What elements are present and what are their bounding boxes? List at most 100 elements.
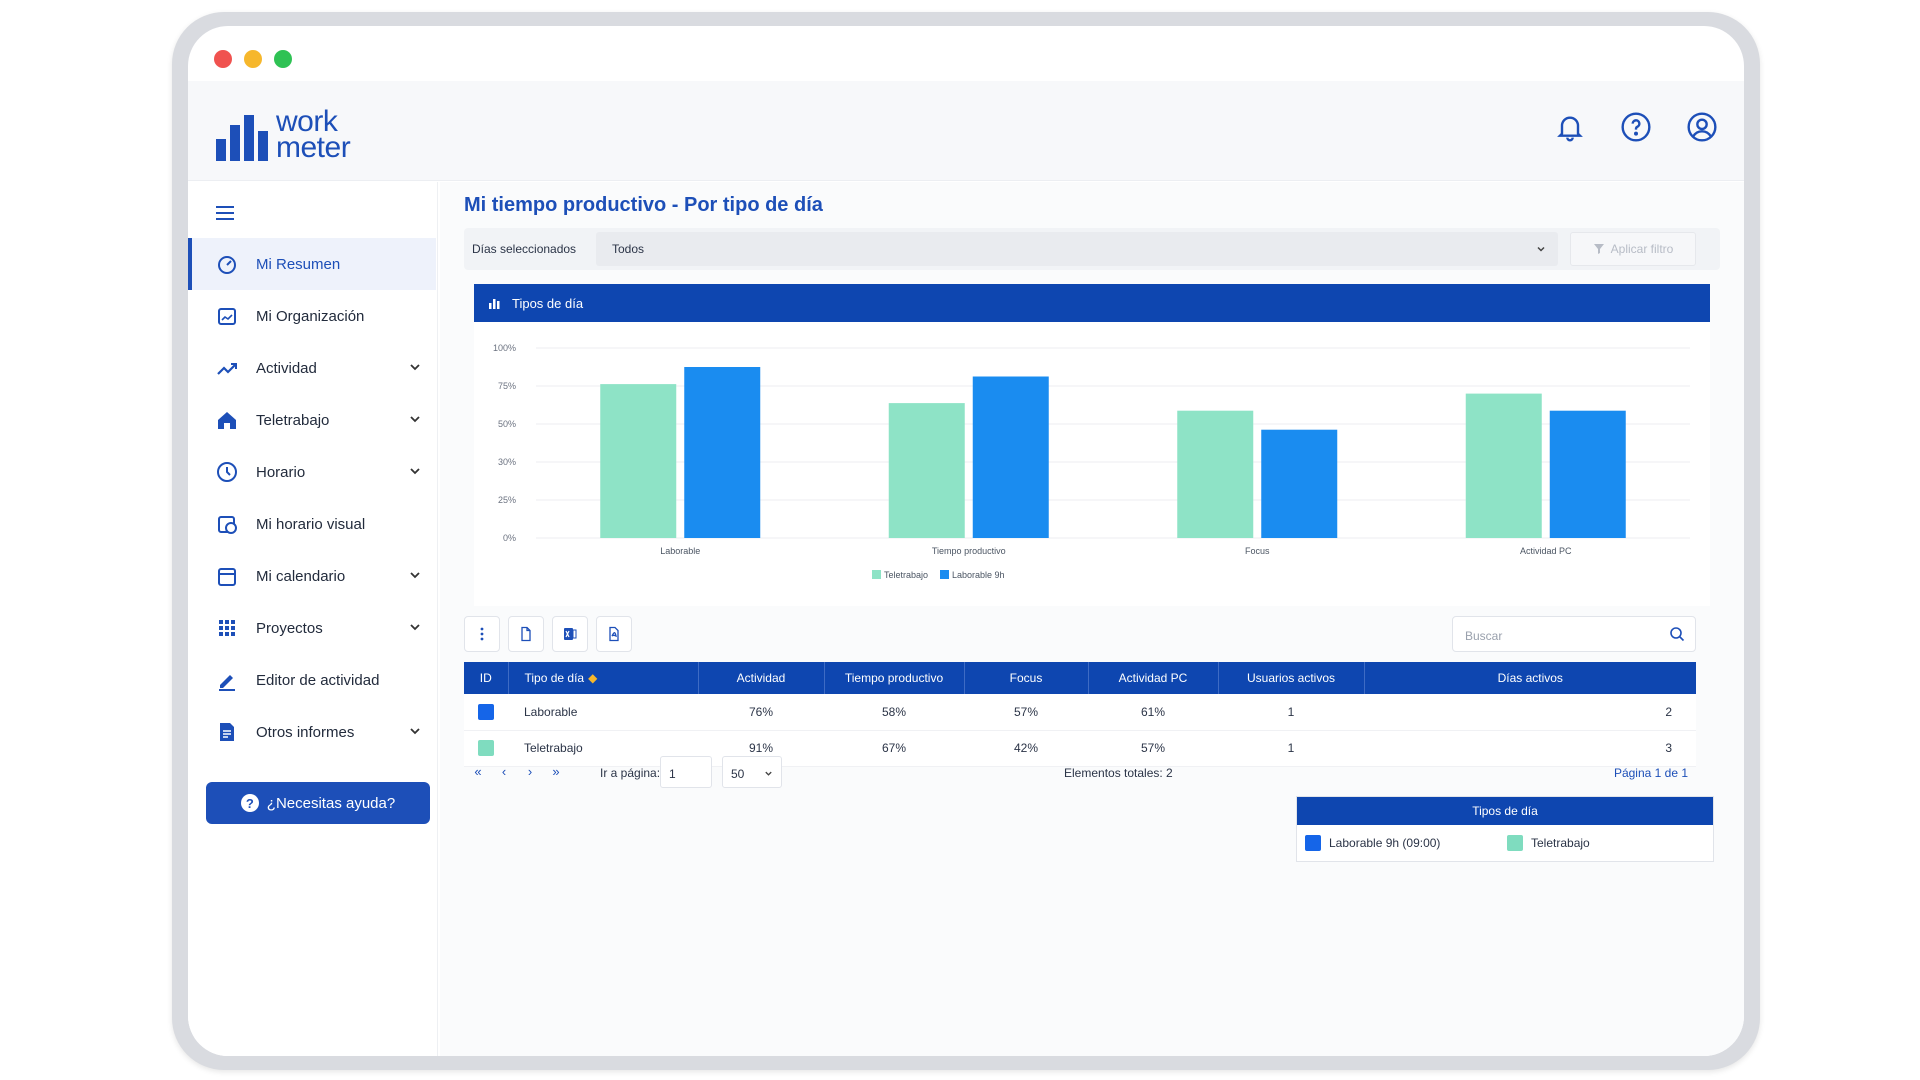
table-row[interactable]: Teletrabajo 91% 67% 42% 57% 1 3 — [464, 730, 1696, 767]
export-pdf-button[interactable] — [596, 616, 632, 652]
chevron-down-icon[interactable] — [408, 724, 422, 738]
logo-text-top: work — [276, 105, 338, 138]
page-size-select[interactable]: 50 — [722, 756, 782, 788]
row-color-swatch — [478, 740, 494, 756]
main-content: Mi tiempo productivo - Por tipo de día D… — [440, 182, 1744, 1056]
bar-laborable-9h-actividad-pc — [1549, 410, 1626, 538]
sidebar-item-proyectos[interactable]: Proyectos — [188, 602, 436, 654]
minimize-window-button[interactable] — [244, 50, 262, 68]
cell-actividad-pc: 61% — [1088, 694, 1218, 731]
calendar-chart-icon — [218, 308, 236, 325]
col-tiempo-productivo[interactable]: Tiempo productivo — [824, 662, 965, 694]
help-button[interactable]: ? ¿Necesitas ayuda? — [206, 782, 430, 824]
filter-label: Días seleccionados — [472, 242, 577, 256]
row-color-swatch — [478, 703, 494, 720]
x-tick-label: Actividad PC — [1520, 546, 1572, 556]
cell-tiempo-productivo: 67% — [824, 730, 964, 767]
chart-card-header: Tipos de día — [474, 284, 1710, 322]
chevron-down-icon[interactable] — [408, 464, 422, 478]
apply-filter-button[interactable]: Aplicar filtro — [1570, 232, 1696, 266]
cell-focus: 57% — [964, 694, 1088, 731]
col-actividad[interactable]: Actividad — [698, 662, 825, 694]
bar-teletrabajo-focus — [1177, 410, 1254, 538]
more-options-button[interactable] — [464, 616, 500, 652]
table-row[interactable]: Laborable 76% 58% 57% 61% 1 2 — [464, 694, 1696, 731]
workmeter-logo[interactable]: work meter — [216, 105, 351, 164]
bar-laborable-9h-focus — [1261, 429, 1338, 538]
sidebar-item-mi-resumen[interactable]: Mi Resumen — [188, 238, 436, 290]
day-types-table: ID Tipo de día ◆ Actividad Tiempo product… — [464, 662, 1696, 767]
maximize-window-button[interactable] — [274, 50, 292, 68]
y-tick-label: 30% — [498, 457, 516, 467]
gauge-icon — [218, 256, 236, 274]
search-input[interactable]: Buscar — [1452, 616, 1696, 652]
sidebar-item-actividad[interactable]: Actividad — [188, 342, 436, 394]
excel-icon — [564, 628, 577, 640]
chevron-down-icon[interactable] — [408, 360, 422, 374]
cell-dias-activos: 2 — [1364, 694, 1696, 731]
search-icon[interactable] — [1669, 626, 1685, 642]
export-file-button[interactable] — [508, 616, 544, 652]
filter-bar: Días seleccionados Todos Aplicar filtro — [464, 228, 1720, 270]
sidebar-item-label: Actividad — [256, 359, 317, 377]
legend-swatch — [872, 570, 881, 579]
x-tick-label: Laborable — [660, 546, 700, 556]
top-header: work meter — [188, 81, 1744, 181]
filter-icon — [1593, 244, 1604, 254]
goto-page-input[interactable]: 1 — [660, 756, 712, 788]
sidebar-item-mi-calendario[interactable]: Mi calendario — [188, 550, 436, 602]
question-icon: ? — [240, 794, 259, 812]
next-page-button[interactable]: › — [527, 764, 533, 779]
close-window-button[interactable] — [214, 50, 232, 68]
legend-swatch — [1305, 835, 1321, 851]
bar-chart-icon — [489, 299, 500, 309]
apply-filter-label: Aplicar filtro — [1610, 242, 1674, 256]
sidebar-item-teletrabajo[interactable]: Teletrabajo — [188, 394, 436, 446]
hamburger-menu-icon[interactable] — [214, 204, 236, 222]
pagination: « ‹ › » Ir a página: 1 50 Elementos tota… — [464, 752, 1696, 792]
sidebar-item-mi-horario-visual[interactable]: Mi horario visual — [188, 498, 436, 550]
cell-tipo-dia: Teletrabajo — [508, 730, 698, 767]
sidebar-item-horario[interactable]: Horario — [188, 446, 436, 498]
legend-entry-label: Laborable 9h (09:00) — [1329, 836, 1441, 850]
help-button-label: ¿Necesitas ayuda? — [266, 794, 396, 812]
col-dias-activos[interactable]: Días activos — [1364, 662, 1696, 694]
sidebar-item-otros-informes[interactable]: Otros informes — [188, 706, 436, 758]
chevron-down-icon[interactable] — [408, 412, 422, 426]
legend-label-teletrabajo: Teletrabajo — [884, 570, 928, 580]
window-controls — [214, 50, 292, 68]
col-usuarios-activos[interactable]: Usuarios activos — [1218, 662, 1365, 694]
pencil-icon — [219, 675, 235, 691]
last-page-button[interactable]: » — [552, 764, 560, 779]
col-focus[interactable]: Focus — [964, 662, 1089, 694]
cell-tiempo-productivo: 58% — [824, 694, 964, 731]
sidebar-item-label: Teletrabajo — [256, 411, 330, 429]
bell-icon[interactable] — [1554, 111, 1586, 143]
first-page-button[interactable]: « — [474, 764, 482, 779]
chevron-down-icon[interactable] — [408, 620, 422, 634]
grid-icon — [219, 620, 235, 636]
days-filter-select[interactable]: Todos — [596, 232, 1558, 266]
sidebar-item-label: Editor de actividad — [256, 671, 380, 689]
days-filter-value: Todos — [612, 242, 645, 256]
prev-page-button[interactable]: ‹ — [501, 764, 507, 779]
export-excel-button[interactable] — [552, 616, 588, 652]
col-tipo-dia[interactable]: Tipo de día ◆ — [508, 662, 699, 694]
cell-tipo-dia: Laborable — [508, 694, 698, 731]
col-id[interactable]: ID — [464, 662, 509, 694]
col-actividad-pc[interactable]: Actividad PC — [1088, 662, 1219, 694]
legend-entry-laborable: Laborable 9h (09:00) — [1305, 835, 1440, 851]
user-circle-icon[interactable] — [1686, 111, 1718, 143]
help-circle-icon[interactable] — [1620, 111, 1652, 143]
clock-icon — [217, 462, 237, 482]
chart-card: Tipos de día 100% 75% 50% 30% 25% 0% Laborable… — [474, 284, 1710, 606]
sidebar-item-editor-de-actividad[interactable]: Editor de actividad — [188, 654, 436, 706]
bar-laborable-9h-laborable — [684, 367, 761, 538]
logo-text-bottom: meter — [276, 131, 351, 164]
device-frame: work meter Mi Resumen Mi Organización Acti… — [172, 12, 1760, 1070]
home-icon — [218, 412, 236, 429]
chevron-down-icon — [1537, 246, 1545, 252]
sidebar-item-mi-organizacion[interactable]: Mi Organización — [188, 290, 436, 342]
calendar-icon — [218, 568, 236, 586]
chevron-down-icon[interactable] — [408, 568, 422, 582]
